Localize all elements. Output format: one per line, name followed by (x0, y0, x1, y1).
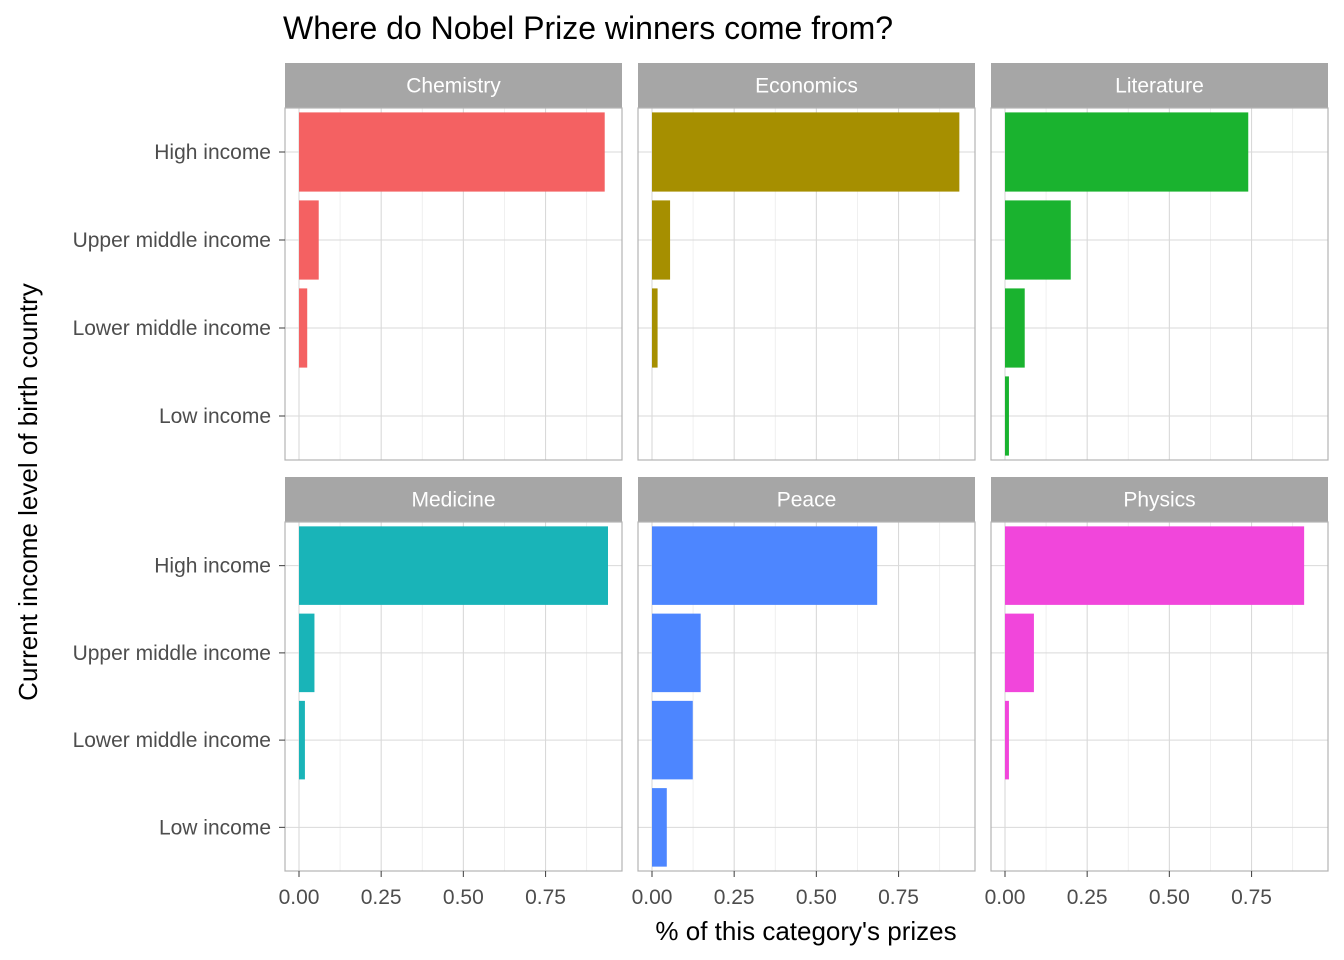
x-tick-label: 0.00 (632, 886, 673, 909)
y-tick-label-lower-middle-income: Lower middle income (73, 729, 271, 752)
x-tick-label: 0.00 (985, 886, 1026, 909)
bar-physics-high-income (1005, 526, 1305, 605)
bar-chemistry-upper-middle-income (299, 200, 319, 280)
strip-chemistry (285, 63, 622, 108)
bar-chemistry-lower-middle-income (299, 288, 308, 368)
facet-panels: Chemistry High income Upper middle income L… (73, 63, 1329, 909)
strip-peace (638, 477, 975, 522)
bar-peace-lower-middle-income (652, 700, 693, 780)
bar-literature-upper-middle-income (1005, 200, 1071, 280)
panel-border (637, 107, 976, 461)
bar-medicine-upper-middle-income (299, 613, 315, 693)
y-tick-label-low-income: Low income (159, 405, 271, 428)
y-tick-label-upper-middle-income: Upper middle income (73, 229, 271, 252)
panel-border (284, 107, 623, 461)
strip-label-chemistry: Chemistry (406, 75, 501, 98)
x-tick-label: 0.50 (1149, 886, 1190, 909)
panel-chemistry: Chemistry High income Upper middle income L… (73, 63, 623, 461)
bar-literature-high-income (1005, 112, 1249, 192)
x-tick-label: 0.00 (279, 886, 320, 909)
y-tick-label-high-income: High income (154, 141, 271, 164)
panel-peace: Peace 0.00 0.25 0.50 0.75 (632, 477, 976, 909)
x-tick-label: 0.50 (443, 886, 484, 909)
strip-label-peace: Peace (777, 489, 837, 512)
chart-title: Where do Nobel Prize winners come from? (283, 10, 893, 46)
panel-border (990, 521, 1329, 872)
panel-border (284, 521, 623, 872)
bar-peace-high-income (652, 526, 878, 605)
strip-medicine (285, 477, 622, 522)
bar-literature-low-income (1005, 376, 1009, 456)
panel-border (990, 107, 1329, 461)
x-axis-title: % of this category's prizes (655, 916, 956, 946)
x-tick-label: 0.25 (714, 886, 755, 909)
strip-economics (638, 63, 975, 108)
bar-literature-lower-middle-income (1005, 288, 1025, 368)
x-tick-label: 0.75 (1231, 886, 1272, 909)
bar-medicine-lower-middle-income (299, 700, 305, 780)
y-tick-label-high-income: High income (154, 555, 271, 578)
x-tick-label: 0.50 (796, 886, 837, 909)
x-tick-label: 0.25 (1067, 886, 1108, 909)
panel-economics: Economics (637, 63, 976, 461)
y-axis-title: Current income level of birth country (13, 283, 43, 701)
bar-medicine-high-income (299, 526, 608, 605)
bar-economics-lower-middle-income (652, 288, 658, 368)
bar-economics-upper-middle-income (652, 200, 671, 280)
bar-peace-low-income (652, 788, 667, 867)
panel-medicine: Medicine High income Upper middle income Lo… (73, 477, 623, 909)
x-tick-label: 0.75 (525, 886, 566, 909)
x-tick-label: 0.75 (878, 886, 919, 909)
strip-literature (991, 63, 1328, 108)
y-tick-label-low-income: Low income (159, 816, 271, 839)
strip-label-economics: Economics (755, 75, 858, 98)
panel-border (637, 521, 976, 872)
panel-literature: Literature (990, 63, 1329, 461)
panel-physics: Physics 0.00 0.25 0.50 0.75 (985, 477, 1329, 909)
strip-label-medicine: Medicine (411, 489, 495, 512)
x-tick-label: 0.25 (361, 886, 402, 909)
bar-peace-upper-middle-income (652, 613, 701, 693)
bar-physics-lower-middle-income (1005, 700, 1009, 780)
strip-label-literature: Literature (1115, 75, 1204, 98)
y-tick-label-lower-middle-income: Lower middle income (73, 317, 271, 340)
bar-chemistry-high-income (299, 112, 605, 192)
y-tick-label-upper-middle-income: Upper middle income (73, 642, 271, 665)
bar-physics-upper-middle-income (1005, 613, 1034, 693)
strip-physics (991, 477, 1328, 522)
strip-label-physics: Physics (1123, 489, 1195, 512)
bar-economics-high-income (652, 112, 960, 192)
